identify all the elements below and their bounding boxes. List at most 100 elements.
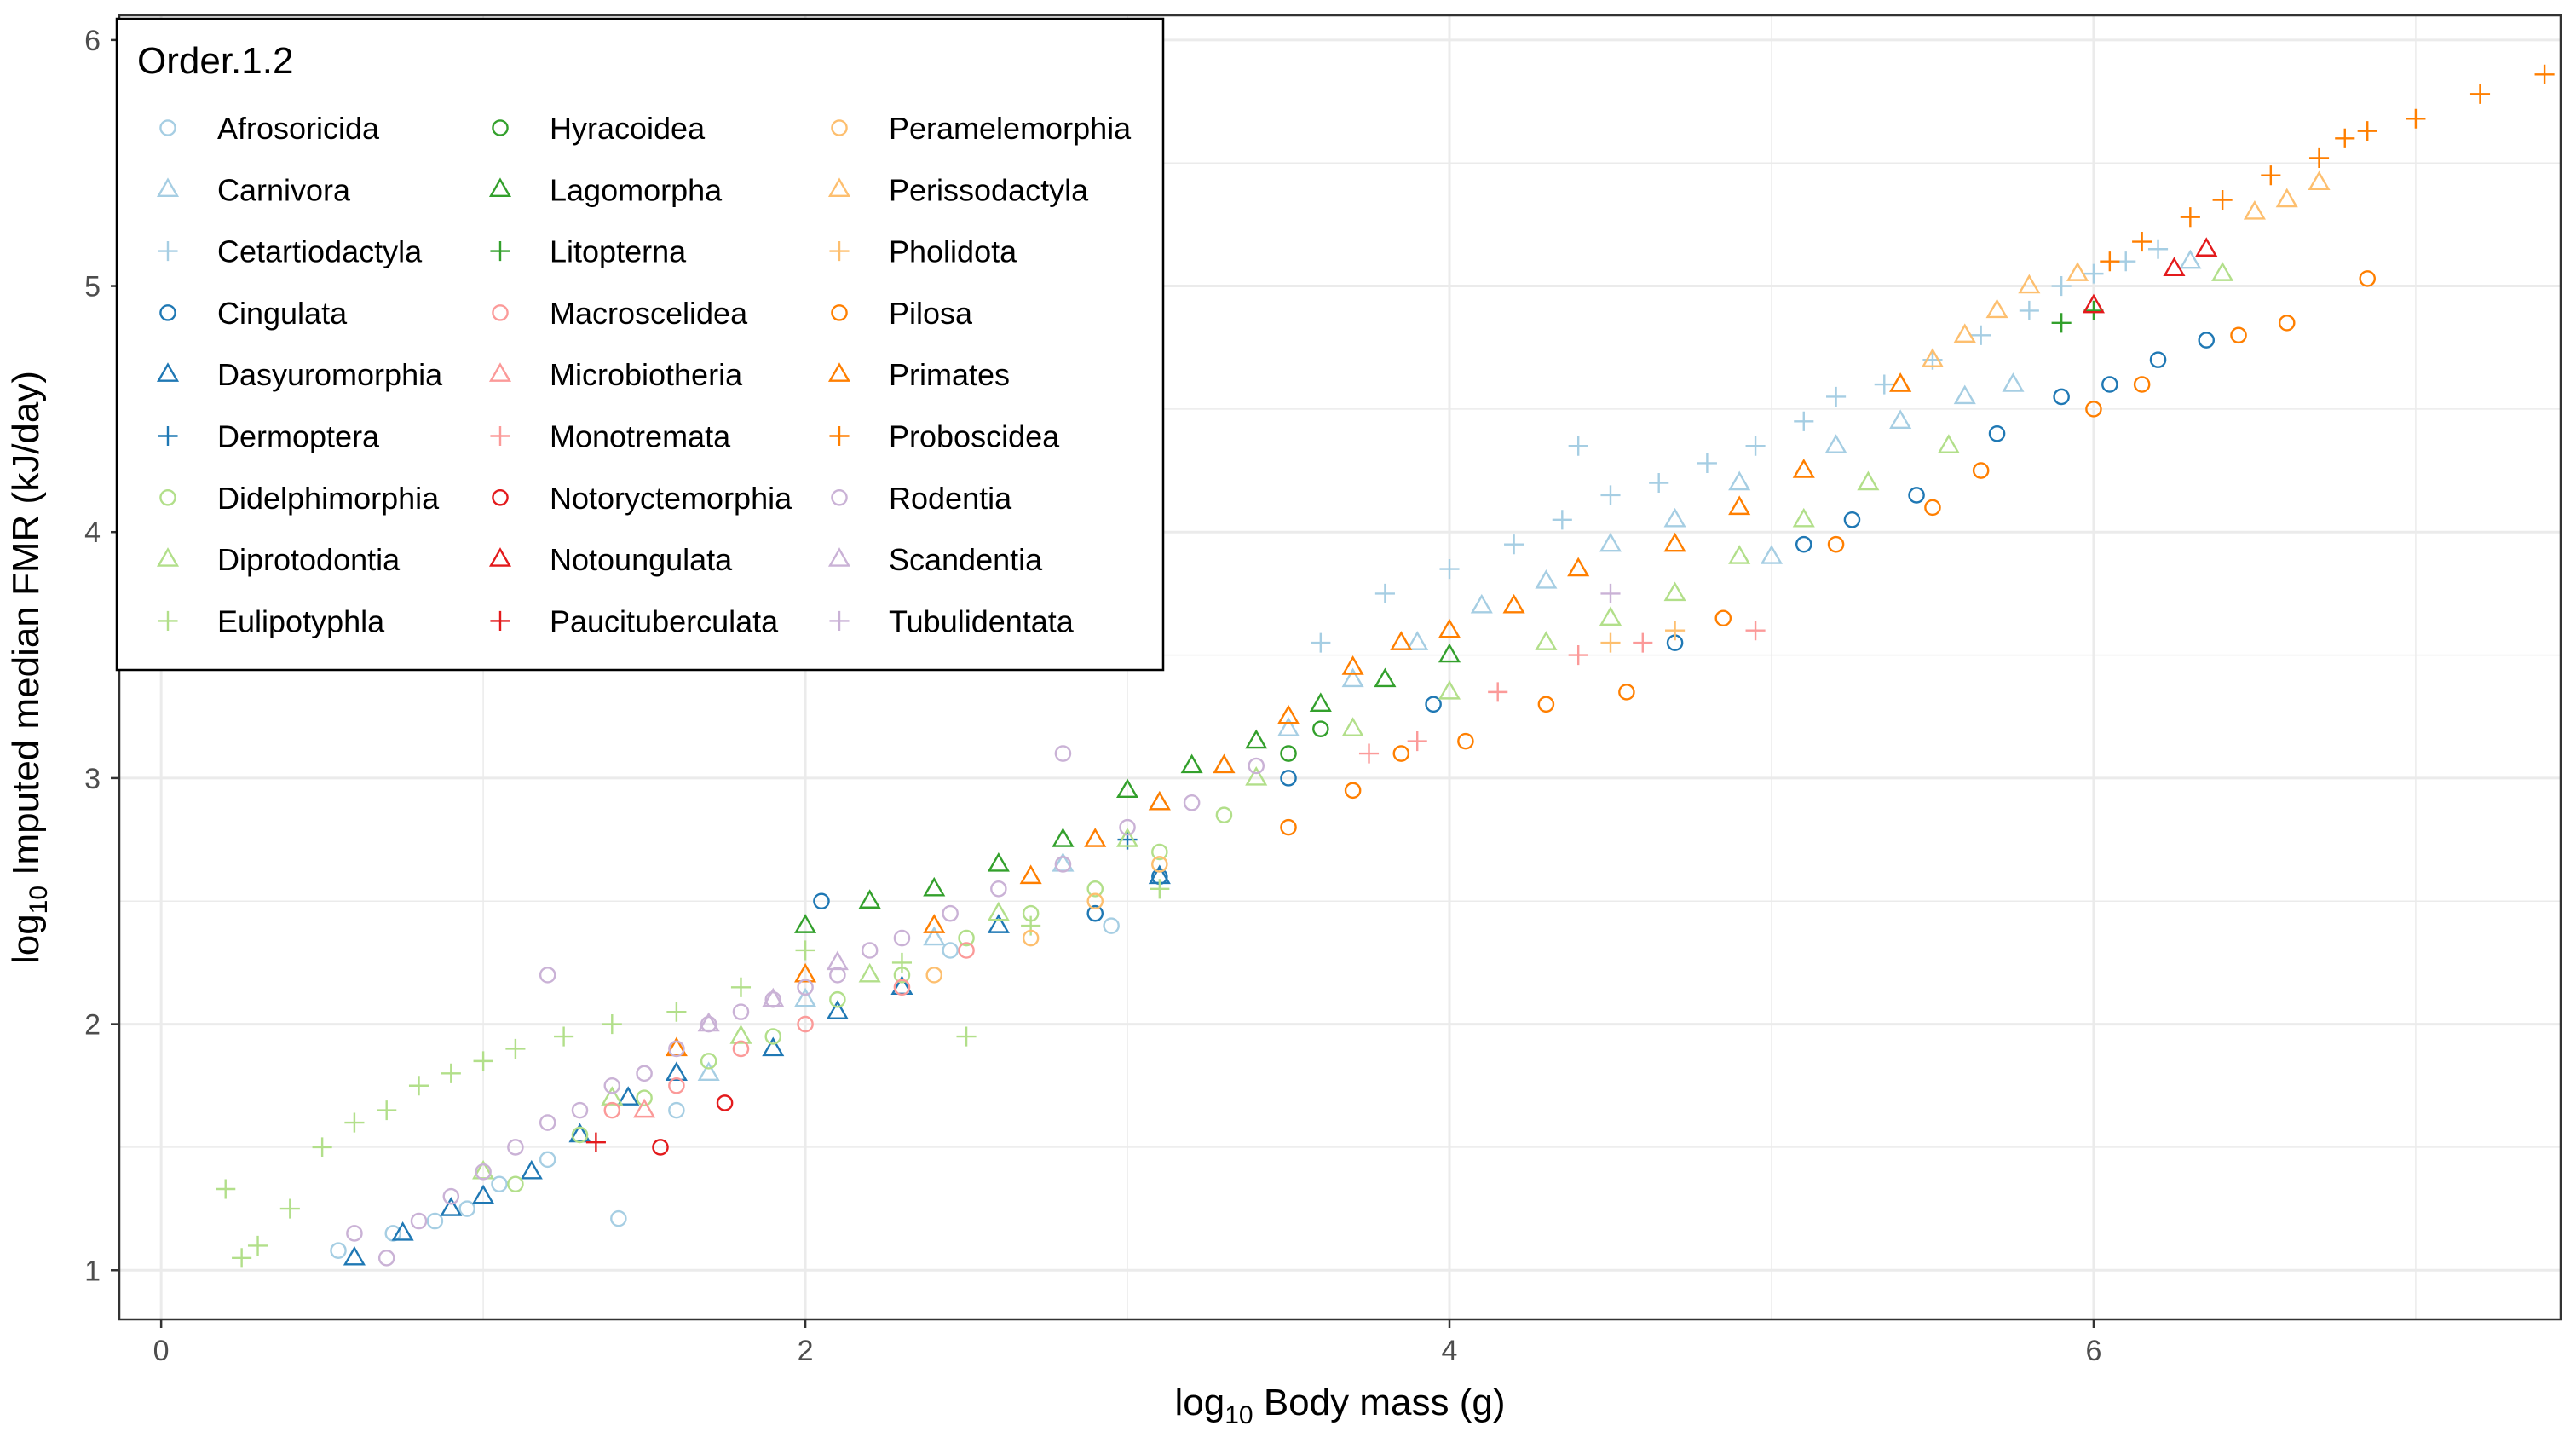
- legend-label: Notoryctemorphia: [550, 481, 792, 516]
- legend-label: Macroscelidea: [550, 296, 748, 331]
- legend-label: Microbiotheria: [550, 357, 743, 392]
- data-point: [1794, 411, 1814, 431]
- series-litopterna-points: [2051, 300, 2104, 333]
- data-point: [346, 1225, 363, 1242]
- data-point: [1392, 745, 1410, 762]
- data-point: [1054, 856, 1072, 873]
- legend-key: [488, 177, 512, 198]
- legend-label: Dasyuromorphia: [217, 357, 443, 392]
- data-point: [794, 962, 817, 983]
- legend-label: Cingulata: [217, 296, 348, 331]
- data-point: [826, 1000, 849, 1019]
- legend-key: [159, 304, 176, 321]
- data-point: [2469, 84, 2491, 104]
- x-axis-title-prefix: log: [1175, 1382, 1225, 1423]
- data-point: [1086, 904, 1104, 922]
- data-point: [987, 914, 1010, 933]
- data-point: [1599, 606, 1622, 626]
- legend-key: [831, 304, 848, 321]
- data-point: [990, 880, 1007, 898]
- data-point: [1052, 828, 1075, 847]
- data-point: [2357, 121, 2377, 141]
- legend-label: Pilosa: [889, 296, 973, 331]
- data-point: [1086, 880, 1104, 898]
- data-point: [1103, 917, 1120, 934]
- legend-key: [827, 177, 851, 198]
- data-point: [377, 1100, 397, 1121]
- data-point: [1972, 462, 1990, 479]
- data-point: [1341, 717, 1364, 736]
- data-point: [668, 1040, 685, 1058]
- legend-entries: Afrosoricida Carnivora Cetartiodactyla Cing…: [156, 111, 1132, 638]
- legend-key: [829, 610, 850, 631]
- data-point: [1953, 323, 1976, 343]
- series-notoryctemorphia-points: [652, 1094, 734, 1156]
- legend-item-pilosa: Pilosa: [831, 296, 973, 331]
- data-point: [1022, 929, 1040, 947]
- x-axis-title-subscript: 10: [1225, 1401, 1253, 1429]
- data-point: [1019, 864, 1042, 885]
- legend-label: Notoungulata: [550, 542, 733, 577]
- data-point: [794, 914, 817, 933]
- data-point: [732, 1040, 750, 1058]
- data-point: [923, 914, 946, 933]
- data-point: [1215, 806, 1233, 823]
- data-point: [636, 1065, 653, 1082]
- data-point: [1600, 485, 1621, 505]
- x-tick-label: 0: [153, 1335, 170, 1367]
- data-point: [507, 1139, 524, 1156]
- data-point: [1988, 424, 2006, 442]
- data-point: [1084, 828, 1107, 847]
- data-point: [829, 967, 846, 984]
- data-point: [344, 1112, 365, 1133]
- data-point: [829, 990, 846, 1008]
- data-point: [732, 1003, 750, 1020]
- data-point: [1344, 782, 1362, 800]
- data-point: [2002, 372, 2025, 392]
- data-point: [1889, 372, 1912, 392]
- legend-item-primates: Primates: [827, 357, 1010, 392]
- legend-item-proboscidea: Proboscidea: [829, 419, 1060, 454]
- data-point: [2406, 108, 2426, 129]
- data-point: [312, 1137, 332, 1157]
- legend-key: [490, 610, 510, 631]
- data-point: [636, 1089, 653, 1106]
- data-point: [1568, 645, 1588, 666]
- series-tubulidentata-points: [1600, 583, 1621, 603]
- data-point: [1792, 507, 1815, 528]
- data-point: [1792, 459, 1815, 478]
- data-point: [491, 1175, 508, 1193]
- legend-item-dasyuromorphia: Dasyuromorphia: [156, 357, 443, 392]
- data-point: [473, 1051, 493, 1071]
- data-point: [1407, 731, 1427, 752]
- data-point: [539, 967, 556, 984]
- series-hyracoidea-points: [1280, 720, 1329, 762]
- legend-label: Monotremata: [550, 419, 731, 454]
- data-point: [1311, 632, 1331, 653]
- legend-label: Hyracoidea: [550, 111, 706, 146]
- data-point: [377, 1250, 395, 1267]
- legend-label: Proboscidea: [889, 419, 1060, 454]
- legend-key: [827, 547, 851, 567]
- series-primates-points: [665, 372, 1912, 1057]
- data-point: [1953, 384, 1976, 405]
- data-point: [797, 979, 814, 996]
- data-point: [1937, 434, 1960, 453]
- legend-item-peramelemorphia: Peramelemorphia: [831, 111, 1132, 146]
- data-point: [1827, 535, 1845, 553]
- data-point: [1280, 770, 1297, 787]
- series-proboscidea-points: [2100, 64, 2555, 272]
- data-point: [2534, 64, 2555, 84]
- legend-key: [829, 425, 850, 447]
- data-point: [1439, 558, 1460, 580]
- data-point: [858, 889, 881, 909]
- data-point: [1535, 631, 1558, 650]
- data-point: [2133, 376, 2151, 393]
- series-carnivora-points: [697, 249, 2202, 1082]
- data-point: [539, 1114, 556, 1131]
- data-point: [1924, 499, 1941, 517]
- data-point: [2051, 275, 2072, 297]
- data-point: [440, 1197, 463, 1216]
- data-point: [1312, 720, 1329, 737]
- series-afrosoricida-points: [330, 917, 1120, 1259]
